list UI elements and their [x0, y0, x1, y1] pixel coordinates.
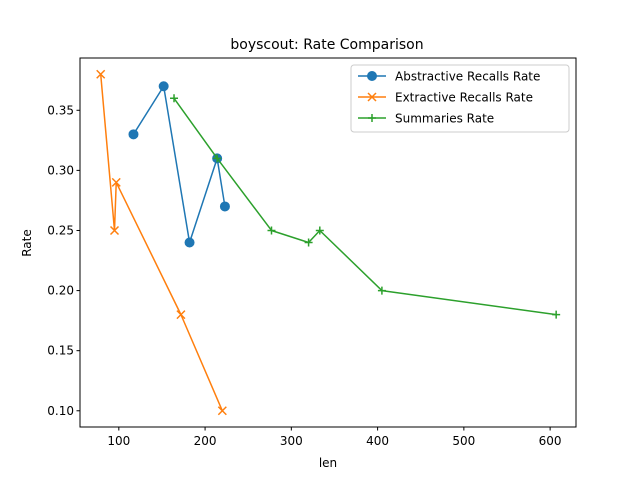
series-2-point-1: [96, 69, 106, 79]
series-2: [96, 69, 227, 416]
series-2-line: [99, 74, 224, 412]
legend-label-3: Summaries Rate: [395, 112, 494, 126]
series-2-point-5: [217, 406, 227, 416]
plot-frame: [79, 57, 577, 428]
legend-marker-3: [368, 114, 376, 122]
legend-box: [350, 64, 570, 133]
x-tick-label-1: 100: [107, 434, 130, 448]
series-3-point-3: [267, 226, 276, 235]
y-tick-label-2: 0.15: [47, 344, 74, 358]
y-tick-label-3: 0.20: [47, 284, 74, 298]
legend: Abstractive Recalls Rate Extractive Recal…: [350, 64, 570, 133]
legend-label-2: Extractive Recalls Rate: [395, 91, 533, 105]
chart-title: boyscout: Rate Comparison: [230, 37, 423, 53]
series-2-point-3: [111, 177, 121, 187]
series-2-point-4: [176, 310, 186, 320]
x-axis: 100 200 300 400 500 600: [107, 427, 562, 448]
series-3-point-4: [304, 238, 313, 247]
series-3-point-6: [377, 286, 386, 295]
y-axis: 0.10 0.15 0.20 0.25 0.30 0.35: [47, 103, 80, 418]
series-3: [170, 94, 561, 319]
series-3-point-7: [552, 310, 561, 319]
y-tick-label-6: 0.35: [47, 103, 74, 117]
x-axis-label: len: [319, 456, 337, 470]
x-tick-label-4: 400: [366, 434, 389, 448]
series-3-point-5: [315, 226, 324, 235]
series-1-point-2: [158, 81, 169, 92]
legend-marker-2: [367, 92, 377, 102]
legend-label-1: Abstractive Recalls Rate: [395, 70, 540, 84]
series-1-line: [132, 85, 226, 244]
legend-entry-1: Abstractive Recalls Rate: [358, 70, 540, 84]
x-tick-label-2: 200: [194, 434, 217, 448]
y-tick-label-1: 0.10: [47, 404, 74, 418]
legend-marker-1: [367, 71, 377, 81]
y-tick-label-5: 0.30: [47, 163, 74, 177]
series-3-point-1: [170, 94, 179, 103]
x-tick-label-3: 300: [280, 434, 303, 448]
series-1-point-3: [184, 237, 195, 248]
series-2-point-2: [109, 225, 120, 236]
x-tick-label-5: 500: [452, 434, 475, 448]
plot-area: [96, 69, 561, 416]
series-1-point-5: [219, 201, 230, 212]
y-tick-label-4: 0.25: [47, 223, 74, 237]
legend-entry-2: Extractive Recalls Rate: [358, 91, 533, 105]
series-1-point-1: [128, 129, 139, 140]
x-tick-label-6: 600: [539, 434, 562, 448]
y-axis-label: Rate: [20, 229, 34, 257]
series-3-point-2: [213, 154, 222, 163]
legend-entry-3: Summaries Rate: [358, 112, 494, 126]
